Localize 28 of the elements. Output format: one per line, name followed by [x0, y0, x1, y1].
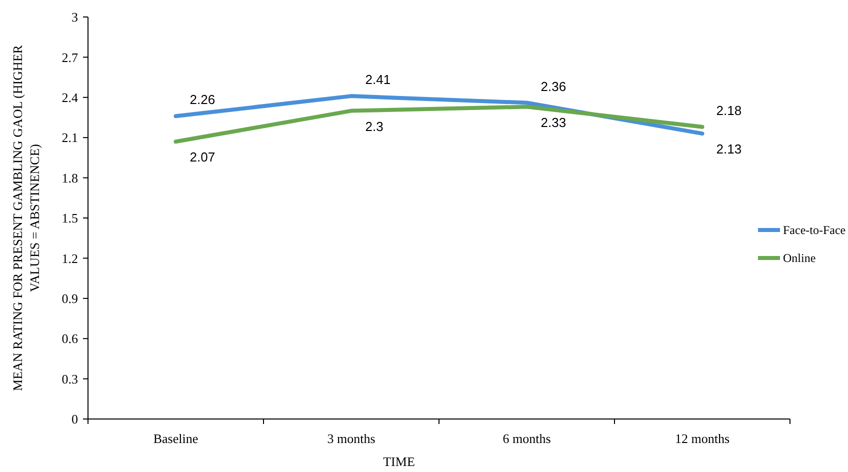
x-tick-label: 3 months [327, 431, 376, 446]
y-tick-label: 0.3 [62, 371, 78, 386]
data-label: 2.18 [716, 102, 742, 118]
y-tick-label: 1.8 [62, 170, 78, 186]
data-label: 2.3 [365, 118, 384, 134]
y-axis-title: MEAN RATING FOR PRESENT GAMBLING GAOL (HIGHER VALUES = ABSTINENCE) [10, 44, 42, 391]
legend-label: Online [783, 251, 816, 266]
y-tick-label: 0.9 [62, 290, 78, 306]
x-tick-label: Baseline [153, 431, 198, 446]
data-label: 2.41 [365, 72, 391, 88]
data-label: 2.13 [716, 142, 742, 157]
data-label: 2.07 [190, 150, 216, 165]
y-tick-label: 0 [72, 412, 78, 427]
data-label: 2.33 [540, 114, 566, 130]
y-tick-label: 1.5 [62, 210, 78, 226]
x-tick-label: 12 months [674, 431, 730, 446]
y-tick-label: 2.1 [62, 130, 78, 146]
data-label: 2.36 [540, 78, 566, 94]
legend-label: Face-to-Face [783, 223, 846, 238]
y-tick-label: 3 [72, 10, 78, 25]
y-tick-label: 2.4 [62, 90, 78, 105]
y-tick-label: 0.6 [62, 331, 78, 346]
x-tick-label: 6 months [502, 431, 551, 446]
line-series [174, 104, 704, 144]
x-axis-title: TIME [383, 454, 415, 469]
data-label: 2.26 [190, 92, 216, 108]
y-tick-label: 2.7 [62, 50, 78, 65]
y-tick-label: 1.2 [62, 250, 78, 266]
